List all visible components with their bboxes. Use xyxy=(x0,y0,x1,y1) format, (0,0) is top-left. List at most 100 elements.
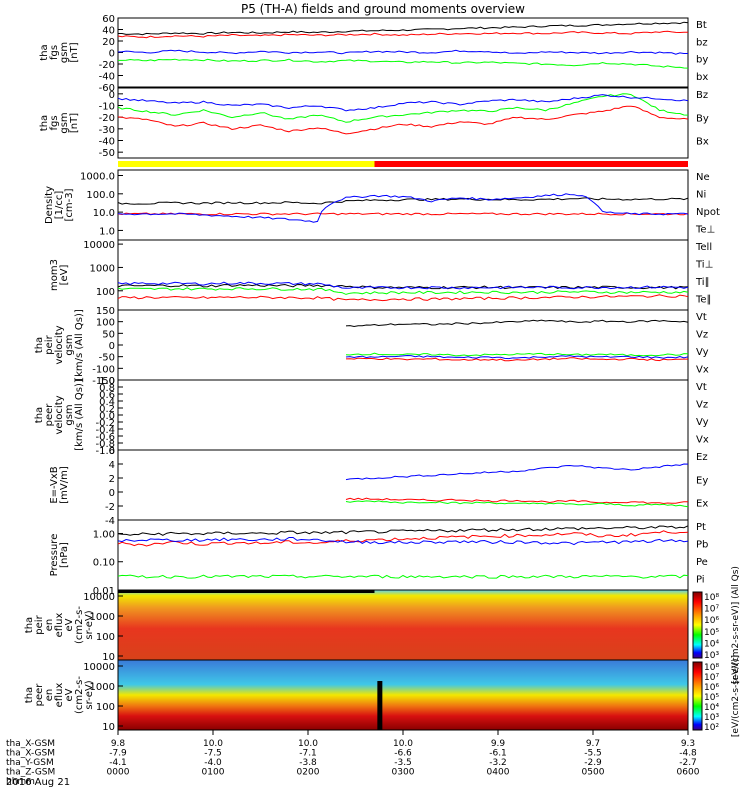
legend-p5-Vz: Vz xyxy=(696,330,708,341)
xaxis-value: 10.0 xyxy=(203,739,223,749)
ytick-label-p10: 10 xyxy=(102,722,115,733)
series-p5-Vt xyxy=(345,319,689,328)
series-p1-Bt xyxy=(118,21,689,36)
ytick-label-p5: -100 xyxy=(92,364,115,375)
ylabel-p2: [nT] xyxy=(69,113,80,133)
panel-frame-p2 xyxy=(117,87,689,159)
legend-p3-Ne: Ne xyxy=(696,172,710,183)
series-p5-Vy xyxy=(345,352,689,357)
colorbar-tick-colorbar_bottom: 10² xyxy=(704,723,719,733)
ytick-label-p6: 0.0 xyxy=(99,411,115,422)
panel-frame-p6 xyxy=(117,379,689,451)
panel-p7: 6 4 2 0 -2 -4 E=-VxB [mV/m] Ez Ey Ex xyxy=(49,446,708,527)
status-bar-yellow xyxy=(118,161,375,167)
colorbar-label-colorbar_top: [eV/(cm2-s-sr-eV)] (All Qs) xyxy=(731,566,741,684)
legend-p3-Npot: Npot xyxy=(696,207,720,218)
legend-p5-Vt: Vt xyxy=(696,312,707,323)
ylabel-p5: peir xyxy=(44,334,55,354)
series-p8-Pe xyxy=(117,574,689,579)
ytick-label-p8: 0.01 xyxy=(93,586,115,597)
legend-p1-Bt: Bt xyxy=(696,20,707,31)
ylabel-p6: gsm xyxy=(64,404,75,425)
ylabel-p10: sr-eV) xyxy=(84,680,95,709)
ylabel-p1: fgs xyxy=(49,45,60,60)
legend-p6-Vt: Vt xyxy=(696,382,707,393)
series-p5-Vx xyxy=(345,354,689,360)
colorbar-tick-colorbar_bottom: 10⁵ xyxy=(704,693,719,703)
xaxis-row-label: tha_X-GSM xyxy=(6,749,55,759)
legend-p7-Ey: Ey xyxy=(696,475,708,486)
panel-frame-p8 xyxy=(117,519,689,591)
ytick-label-p5: 0 xyxy=(109,341,115,352)
ylabel-p6: peer xyxy=(44,403,55,427)
ytick-label-p1: -20 xyxy=(99,60,115,71)
colorbar-tick-colorbar_bottom: 10⁴ xyxy=(704,703,719,713)
ytick-label-p6: -0.4 xyxy=(95,425,115,436)
colorbar-tick-colorbar_bottom: 10⁷ xyxy=(704,673,719,683)
colorbar-tick-colorbar_bottom: 10⁶ xyxy=(704,683,719,693)
ytick-label-p6: 0.8 xyxy=(99,383,115,394)
colorbar-label-colorbar_bottom: [eV/(cm2-s-sr-eV)] xyxy=(731,655,741,737)
ylabel-p10: (cm2-s- xyxy=(74,676,85,714)
ytick-label-p3: 10.0 xyxy=(93,208,115,219)
ytick-label-p5: -150 xyxy=(92,376,115,387)
colorbar-tick-colorbar_bottom: 10⁸ xyxy=(704,663,719,673)
xaxis-value: 9.3 xyxy=(681,739,695,749)
ytick-label-p6: 0.2 xyxy=(99,404,115,415)
series-p3-Ne xyxy=(117,212,689,216)
xaxis-value: -3.5 xyxy=(394,758,412,768)
xaxis-value: -6.1 xyxy=(489,749,507,759)
ytick-label-p8: 1.00 xyxy=(93,529,115,540)
series-p8-Pb xyxy=(117,530,689,547)
xaxis-value: 0500 xyxy=(582,768,605,778)
ytick-label-p7: -2 xyxy=(105,502,115,513)
ylabel-p8: [nPa] xyxy=(59,542,70,568)
series-p3-Npot xyxy=(117,193,689,223)
date-label: 2016 Aug 21 xyxy=(6,777,70,788)
ytick-label-p9: 10000 xyxy=(83,592,115,603)
xaxis-value: -5.5 xyxy=(584,749,602,759)
ylabel-p9: eV xyxy=(64,618,75,631)
series-p4-Te∥ xyxy=(117,294,689,302)
colorbar-tick-colorbar_top: 10³ xyxy=(704,651,719,661)
ytick-label-p1: 40 xyxy=(102,26,115,37)
legend-p1-bx: bx xyxy=(696,72,708,83)
xaxis-value: 0600 xyxy=(677,768,700,778)
ylabel-p6: [km/s (All Qs)] xyxy=(74,379,85,451)
panel-p8: 1.00 0.10 0.01 Pressure [nPa] Pt Pb Pe Pi xyxy=(49,519,708,597)
legend-p3-Te⊥: Te⊥ xyxy=(695,225,715,236)
colorbar-tick-colorbar_top: 10⁵ xyxy=(704,628,719,638)
ylabel-p10: eV xyxy=(64,688,75,701)
ylabel-p5: velocity xyxy=(54,325,65,364)
ylabel-p9: tha xyxy=(24,617,35,633)
ylabel-p9: peir xyxy=(34,614,45,634)
xaxis-value: 0100 xyxy=(202,768,225,778)
spectrogram-p9 xyxy=(118,590,688,660)
ylabel-p9: (cm2-s- xyxy=(74,606,85,644)
status-bar-red xyxy=(374,161,688,167)
figure-title: P5 (TH-A) fields and ground moments over… xyxy=(241,2,525,16)
spectrogram-gap-bar xyxy=(377,681,383,730)
xaxis-value: -6.6 xyxy=(394,749,412,759)
ylabel-p10: tha xyxy=(24,687,35,703)
legend-p8-Pe: Pe xyxy=(696,557,708,568)
ytick-label-p7: 0 xyxy=(109,488,115,499)
ytick-label-p6: 0.4 xyxy=(99,397,115,408)
ytick-label-p1: -40 xyxy=(99,72,115,83)
xaxis-hhmm-label: hhmm xyxy=(6,777,35,787)
ytick-label-p4: 10000 xyxy=(83,240,115,251)
ylabel-p5: tha xyxy=(34,337,45,353)
ytick-label-p1: 0 xyxy=(109,49,115,60)
ylabel-p2: fgs xyxy=(49,115,60,130)
colorbar-tick-colorbar_top: 10⁸ xyxy=(704,593,719,603)
legend-p4-Te∥: Te∥ xyxy=(695,295,712,306)
ylabel-p10: eflux xyxy=(54,683,65,708)
ylabel-p10: en xyxy=(44,689,55,702)
xaxis-value: -3.2 xyxy=(489,758,507,768)
series-p7-Ex xyxy=(345,463,689,481)
ylabel-p1: tha xyxy=(39,44,50,60)
series-p1-by xyxy=(117,49,688,55)
